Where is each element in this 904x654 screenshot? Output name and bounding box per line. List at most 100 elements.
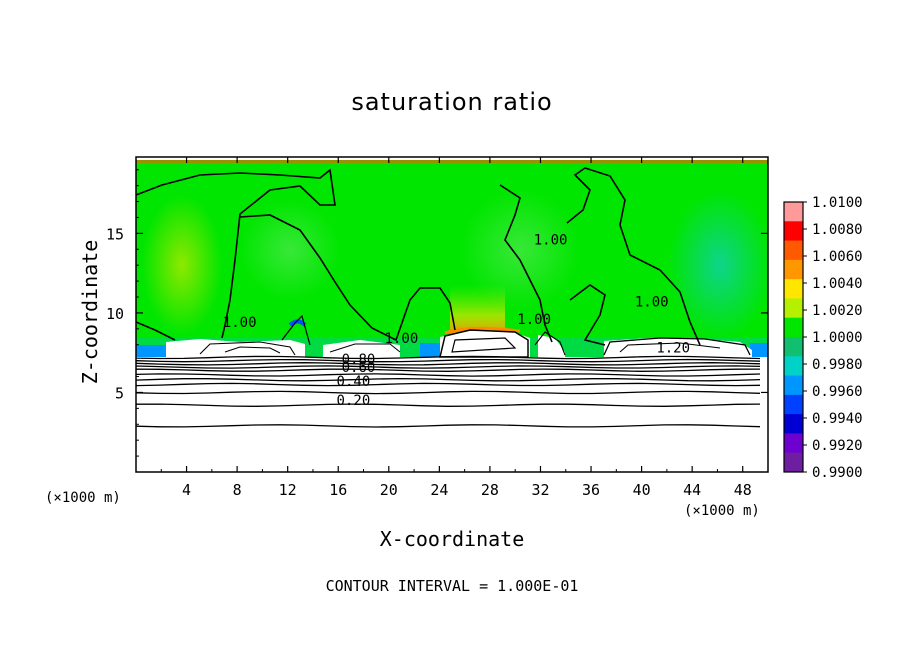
contour-1.00 <box>499 184 553 343</box>
field-unsaturated <box>136 357 768 472</box>
contour-line <box>136 424 761 428</box>
colorbar-label: 0.9960 <box>812 384 863 400</box>
contour-line <box>136 355 761 360</box>
field-blob <box>538 335 565 358</box>
colorbar-label: 0.9940 <box>812 411 863 427</box>
colorbar-label: 1.0060 <box>812 249 863 265</box>
x-tick-label: 36 <box>582 481 600 499</box>
contour-label: 0.60 <box>342 360 376 376</box>
contour-1.00 <box>136 321 176 341</box>
contour-cloud <box>224 346 281 354</box>
contour-label: 0.40 <box>337 374 371 390</box>
contour-label: 1.00 <box>517 312 551 328</box>
field-blob-rim <box>444 326 521 335</box>
contour-cloud <box>619 342 721 353</box>
x-tick-label: 20 <box>380 481 398 499</box>
field-boundary-blue <box>420 343 445 357</box>
colorbar-swatch <box>784 452 803 473</box>
contour-line <box>136 365 761 369</box>
field-plume-supersaturated <box>450 285 505 335</box>
x-tick-label: 40 <box>633 481 651 499</box>
colorbar-label: 1.0080 <box>812 222 863 238</box>
x-axis: 4 8 12 16 20 24 28 32 36 40 44 48 <box>160 157 752 499</box>
colorbar-swatch <box>784 202 803 222</box>
field-patch <box>460 190 580 310</box>
y-axis-label: Z-coordinate <box>78 239 102 385</box>
contour-label: 1.00 <box>385 331 419 347</box>
x-axis-units-right: (×1000 m) <box>684 503 760 519</box>
contour-label: 1.00 <box>635 295 669 311</box>
plot-frame <box>135 156 769 473</box>
contour-line <box>136 390 761 395</box>
x-axis-units-left: (×1000 m) <box>45 490 121 506</box>
contour-line <box>136 368 761 372</box>
colorbar-swatch <box>784 394 803 415</box>
colorbar-label: 0.9920 <box>812 438 863 454</box>
contour-line <box>136 358 761 363</box>
contour-cloud <box>534 331 566 356</box>
colorbar-swatch <box>784 298 803 319</box>
field-slightly-supersaturated-left <box>142 195 222 335</box>
contour-lines-lower <box>136 355 761 428</box>
colorbar-label: 1.0020 <box>812 303 863 319</box>
contour-label: 0.80 <box>342 352 376 368</box>
contour-line <box>136 362 761 366</box>
colorbar: 1.0100 1.0080 1.0060 1.0040 1.0020 1.0000 0.99… <box>783 195 863 481</box>
x-tick-label: 32 <box>531 481 549 499</box>
contour-line <box>136 382 761 387</box>
contour-cloud <box>439 329 529 358</box>
y-tick-label: 10 <box>106 305 124 323</box>
field-slightly-subsaturated-right <box>668 190 768 340</box>
contour-line <box>136 403 761 407</box>
colorbar-swatch <box>784 356 803 377</box>
chart-title: saturation ratio <box>351 88 553 116</box>
contour-1.00 <box>566 167 701 346</box>
x-tick-label: 16 <box>329 481 347 499</box>
colorbar-swatch <box>784 414 803 434</box>
x-tick-label: 12 <box>279 481 297 499</box>
y-axis: 5 10 15 <box>106 169 768 457</box>
contour-label: 1.00 <box>223 315 257 331</box>
colorbar-label: 0.9980 <box>812 357 863 373</box>
colorbar-label: 1.0100 <box>812 195 863 211</box>
contour-1.00 <box>136 168 336 339</box>
contour-1.00 <box>239 214 456 342</box>
x-tick-label: 28 <box>481 481 499 499</box>
colorbar-swatch <box>784 259 803 280</box>
x-tick-label: 8 <box>233 481 242 499</box>
colorbar-label: 0.9900 <box>812 465 863 481</box>
x-tick-label: 44 <box>683 481 701 499</box>
contour-label: 0.20 <box>337 393 371 409</box>
contour-label: 1.20 <box>656 341 690 357</box>
contour-label: 1.00 <box>534 233 568 249</box>
contour-cloud <box>603 337 751 356</box>
x-axis-label: X-coordinate <box>379 527 525 551</box>
contour-line <box>136 377 761 382</box>
x-tick-label: 4 <box>182 481 191 499</box>
colorbar-swatch <box>784 337 803 357</box>
field-boundary-blue <box>136 345 166 357</box>
y-tick-label: 15 <box>106 225 124 243</box>
contour-1.00 <box>569 284 606 346</box>
contour-cloud <box>281 314 311 346</box>
field-boundary-blue <box>750 343 768 357</box>
colorbar-swatch <box>784 221 803 242</box>
contour-cloud <box>329 343 401 353</box>
colorbar-swatch <box>784 240 803 261</box>
field-patch <box>240 200 340 300</box>
colorbar-label: 1.0040 <box>812 276 863 292</box>
contour-cloud <box>451 337 517 353</box>
field-blob <box>604 338 752 358</box>
colorbar-swatch <box>784 317 803 338</box>
y-tick-label: 5 <box>115 384 124 402</box>
contour-labels: 1.00 1.00 1.00 1.00 1.00 1.20 0.800.600.40 0.20 <box>223 233 690 410</box>
x-tick-label: 24 <box>430 481 448 499</box>
colorbar-swatch <box>784 279 803 299</box>
x-tick-label: 48 <box>734 481 752 499</box>
saturation-field <box>136 157 768 472</box>
contour-interval-note: CONTOUR INTERVAL = 1.000E-01 <box>325 577 579 595</box>
contour-line <box>136 373 761 377</box>
colorbar-label: 1.0000 <box>812 330 863 346</box>
contour-cloud <box>199 341 296 356</box>
